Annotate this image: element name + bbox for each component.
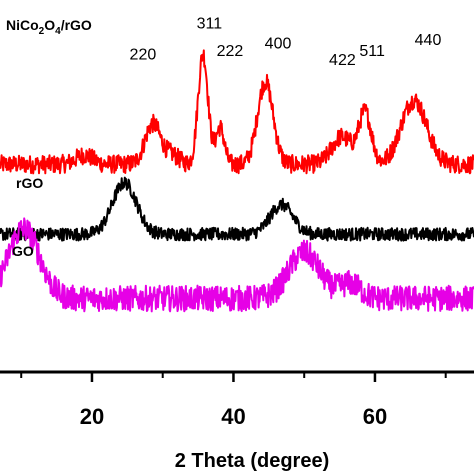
series-label-nico2o4-rgo: NiCo2O4/rGO	[6, 17, 92, 37]
x-tick-label: 20	[80, 404, 104, 429]
series-layer	[0, 49, 474, 313]
peak-label-220: 220	[130, 47, 157, 64]
peak-label-440: 440	[415, 32, 442, 49]
peak-label-400: 400	[265, 36, 292, 53]
x-axis-title: 2 Theta (degree)	[175, 450, 329, 472]
x-ticks: 20 40 60	[20, 372, 447, 429]
peak-label-222: 222	[217, 43, 244, 60]
peak-label-422: 422	[329, 52, 356, 69]
peak-label-311: 311	[197, 15, 223, 32]
series-label-rgo: rGO	[16, 175, 43, 191]
series-line-rgo	[0, 176, 474, 242]
peak-label-511: 511	[359, 43, 385, 60]
series-line-nico2o4-rgo	[0, 49, 474, 175]
series-label-go: GO	[12, 243, 34, 259]
x-tick-label: 40	[221, 404, 245, 429]
x-tick-label: 60	[363, 404, 387, 429]
series-labels: NiCo2O4/rGO rGO GO	[6, 17, 92, 259]
series-line-go	[0, 217, 474, 313]
